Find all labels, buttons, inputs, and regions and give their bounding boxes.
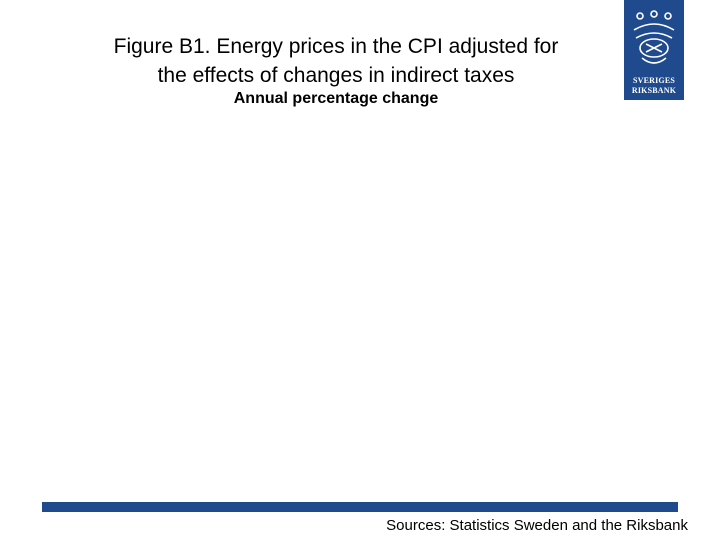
- title-line: Figure B1. Energy prices in the CPI adju…: [113, 35, 559, 58]
- logo-emblem: [633, 10, 675, 64]
- source-note: Sources: Statistics Sweden and the Riksb…: [386, 517, 688, 534]
- logo-text: RIKSBANK: [631, 86, 677, 95]
- footer-bar: [42, 502, 678, 512]
- title-line: the effects of changes in indirect taxes: [157, 64, 515, 87]
- subtitle: Annual percentage change: [233, 90, 439, 107]
- logo-text: SVERIGES: [632, 76, 676, 85]
- title: Figure B1. Energy prices in the CPI adju…: [40, 32, 632, 90]
- logo: SVERIGES RIKSBANK: [624, 0, 684, 100]
